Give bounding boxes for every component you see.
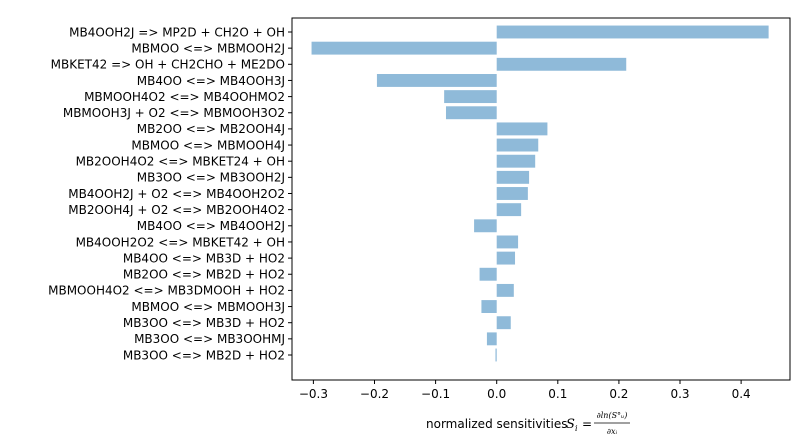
y-tick-label: MB4OOH2J + O2 <=> MB4OOH2O2 (68, 187, 285, 201)
bar (496, 251, 516, 265)
bar (474, 219, 497, 233)
bar (496, 316, 511, 330)
bar (496, 283, 514, 297)
bar (486, 332, 497, 346)
bar (496, 170, 530, 184)
bar (445, 106, 497, 120)
x-tick-label: 0.4 (732, 387, 751, 401)
y-tick-label: MB2OO <=> MB2OOH4J (137, 122, 285, 136)
formula-denominator: ∂xᵢ (607, 427, 618, 436)
formula-subscript-i: i (575, 424, 578, 433)
formula-s-symbol: S (566, 417, 575, 432)
y-tick-label: MB3OO <=> MB2D + HO2 (123, 348, 285, 362)
x-tick-label: 0.2 (609, 387, 628, 401)
bar (496, 25, 769, 39)
bar (496, 122, 548, 136)
x-tick-label: 0.1 (548, 387, 567, 401)
bar (495, 348, 497, 362)
bar (496, 57, 627, 71)
bar (481, 300, 497, 313)
y-tick-label: MB3OO <=> MB3D + HO2 (123, 316, 285, 330)
y-tick-label: MB4OOH2O2 <=> MBKET42 + OH (76, 235, 285, 249)
y-tick-label: MBMOO <=> MBMOOH2J (131, 41, 285, 55)
y-tick-label: MB3OO <=> MB3OOH2J (137, 171, 285, 185)
bar (496, 187, 528, 200)
y-tick-label: MB4OO <=> MB4OOH3J (137, 74, 285, 88)
x-tick-label: −0.3 (299, 387, 328, 401)
x-ticks-group: −0.3 −0.2 −0.1 0.0 0.1 0.2 0.3 0.4 (299, 380, 751, 401)
y-tick-label: MBKET42 => OH + CH2CHO + ME2DO (51, 58, 285, 72)
formula-equals: = (582, 417, 592, 431)
y-tick-label: MBMOOH4O2 <=> MB3DMOOH + HO2 (48, 284, 285, 298)
y-tick-label: MBMOO <=> MBMOOH4J (131, 138, 285, 152)
x-axis-label: normalized sensitivities (426, 417, 567, 431)
y-tick-label: MBMOOH3J + O2 <=> MBMOOH3O2 (63, 106, 285, 120)
y-tick-label: MB2OO <=> MB2D + HO2 (123, 268, 285, 282)
bar (496, 138, 539, 152)
x-tick-label: 0.0 (487, 387, 506, 401)
bar (496, 203, 522, 217)
plot-area-frame (291, 17, 791, 381)
y-tick-label: MB2OOH4O2 <=> MBKET24 + OH (76, 155, 285, 169)
bar (311, 41, 497, 55)
y-tick-label: MB4OO <=> MB3D + HO2 (123, 251, 285, 265)
y-tick-label: MB2OOH4J + O2 <=> MB2OOH4O2 (68, 203, 285, 217)
x-tick-label: −0.2 (360, 387, 389, 401)
y-tick-label: MB4OO <=> MB4OOH2J (137, 219, 285, 233)
bar (496, 235, 519, 249)
y-tick-label: MBMOOH4O2 <=> MB4OOHMO2 (84, 90, 285, 104)
x-axis-label-text: normalized sensitivities (426, 417, 567, 431)
y-tick-label: MB3OO <=> MB3OOHMJ (134, 332, 285, 346)
bar (444, 90, 497, 104)
bars-group (311, 25, 769, 362)
bar (479, 267, 497, 281)
x-tick-label: 0.3 (670, 387, 689, 401)
x-tick-label: −0.1 (421, 387, 450, 401)
bar (496, 154, 536, 168)
bar (376, 74, 497, 87)
y-ticks-group: MB4OOH2J => MP2D + CH2O + OH MBMOO <=> MB… (48, 25, 292, 362)
y-tick-label: MB4OOH2J => MP2D + CH2O + OH (69, 25, 285, 39)
formula-numerator: ∂ln(S°ᵤ) (597, 411, 628, 420)
y-tick-label: MBMOO <=> MBMOOH3J (131, 300, 285, 314)
